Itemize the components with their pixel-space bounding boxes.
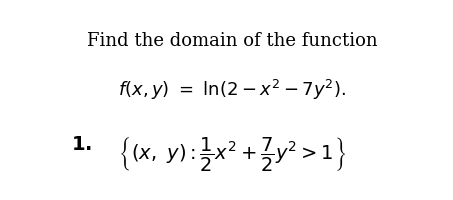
Text: $\mathbf{1.}$: $\mathbf{1.}$ (71, 135, 92, 153)
Text: $\left\{ (x,\ y) : \dfrac{1}{2}x^2 + \dfrac{7}{2}y^2 > 1 \right\}$: $\left\{ (x,\ y) : \dfrac{1}{2}x^2 + \df… (118, 135, 346, 173)
Text: Find the domain of the function: Find the domain of the function (87, 32, 377, 50)
Text: $f(x, y) \ = \ \ln(2 - x^2 - 7y^2).$: $f(x, y) \ = \ \ln(2 - x^2 - 7y^2).$ (118, 78, 346, 102)
